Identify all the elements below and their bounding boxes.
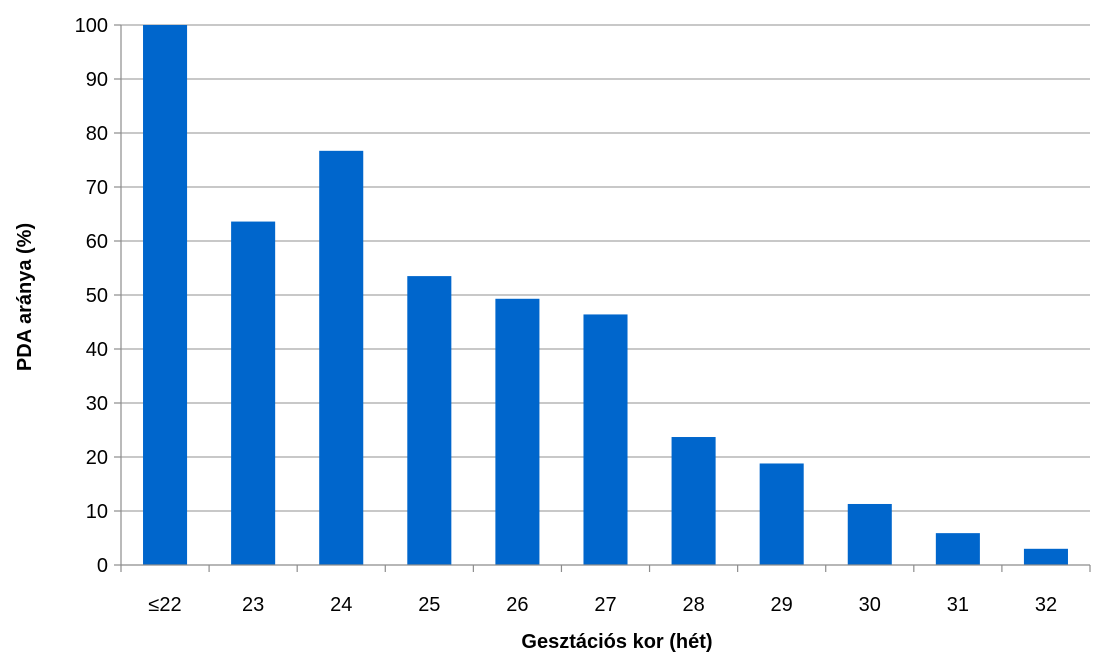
x-tick-label: 25 [418, 594, 440, 616]
y-tick-label: 0 [97, 555, 108, 577]
x-tick-labels: ≤22 23 24 25 26 27 28 29 30 31 32 [148, 594, 1057, 616]
y-tick-label: 50 [86, 285, 108, 307]
x-tick-label: 32 [1035, 594, 1057, 616]
x-tick-label: 28 [682, 594, 704, 616]
bar [231, 221, 276, 565]
bar [759, 463, 804, 565]
y-tick-label: 20 [86, 447, 108, 469]
y-tick-label: 40 [86, 339, 108, 361]
y-axis-title: PDA aránya (%) [14, 223, 36, 371]
bar [671, 437, 716, 565]
bar [583, 314, 628, 565]
x-tick-label: 24 [330, 594, 352, 616]
bar [495, 298, 540, 565]
y-tick-label: 10 [86, 501, 108, 523]
x-axis-title: Gesztációs kor (hét) [521, 631, 712, 653]
y-tick-labels: 0 10 20 30 40 50 60 70 80 90 100 [75, 15, 108, 577]
bar [143, 25, 188, 565]
y-tick-label: 90 [86, 69, 108, 91]
y-tick-label: 70 [86, 177, 108, 199]
y-tick-label: 100 [75, 15, 108, 37]
axes [114, 24, 1091, 572]
x-tick-label: 31 [947, 594, 969, 616]
bar [319, 150, 364, 565]
bar [847, 503, 892, 565]
bar [1023, 548, 1068, 565]
x-tick-label: 26 [506, 594, 528, 616]
y-tick-label: 80 [86, 123, 108, 145]
y-tick-label: 60 [86, 231, 108, 253]
bar [407, 276, 452, 565]
bar [935, 533, 980, 565]
x-tick-label: 27 [594, 594, 616, 616]
y-tick-label: 30 [86, 393, 108, 415]
x-tick-label: 30 [859, 594, 881, 616]
x-tick-label: 29 [771, 594, 793, 616]
gridlines [121, 24, 1090, 512]
bars [143, 25, 1068, 565]
x-tick-label: 23 [242, 594, 264, 616]
x-tick-label: ≤22 [148, 594, 181, 616]
